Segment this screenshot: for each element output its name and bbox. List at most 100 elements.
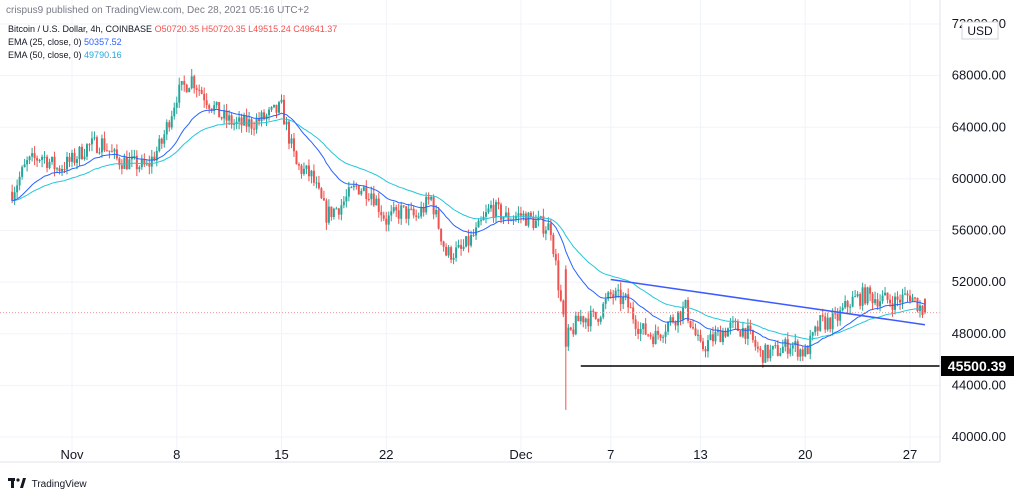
candle-body (305, 165, 308, 169)
candle-body (559, 290, 562, 301)
candle-body (809, 335, 812, 355)
candle-body (716, 329, 719, 333)
candle-body (564, 269, 567, 347)
candle-body (285, 121, 288, 125)
candle-body (465, 236, 468, 247)
candle-body (851, 296, 854, 307)
price-tick-label: 64000.00 (952, 119, 1006, 134)
footer-brand: TradingView (8, 478, 87, 490)
candle-body (275, 104, 278, 113)
candle-body (739, 330, 742, 337)
candle-body (118, 158, 121, 166)
candle-body (198, 89, 201, 91)
candle-body (46, 156, 49, 168)
candle-body (375, 198, 378, 206)
legend-ohlc: O50720.35 H50720.35 L49515.24 C49641.37 (154, 24, 338, 34)
candle-body (706, 340, 709, 352)
candle-body (819, 315, 822, 331)
candle-body (445, 246, 448, 256)
candle-body (290, 138, 293, 144)
candle-body (402, 205, 405, 207)
candle-body (692, 327, 695, 329)
candle-body (569, 327, 572, 330)
candle-body (295, 151, 298, 165)
candle-body (761, 350, 764, 363)
legend-ema50-label: EMA (50, close, 0) (8, 50, 82, 60)
candle-body (504, 212, 507, 218)
legend-symbol-row: Bitcoin / U.S. Dollar, 4h, COINBASE O507… (8, 24, 337, 34)
candle-body (856, 294, 859, 297)
candle-body (854, 296, 857, 298)
candle-body (315, 182, 318, 184)
candle-body (100, 138, 103, 153)
candle-body (672, 317, 675, 323)
price-tick-label: 56000.00 (952, 223, 1006, 238)
price-tick-label: 44000.00 (952, 377, 1006, 392)
candle-body (597, 318, 600, 322)
candle-body (43, 156, 46, 158)
candle-body (263, 112, 266, 120)
candle-body (714, 332, 717, 342)
candle-body (869, 287, 872, 294)
candle-body (405, 206, 408, 219)
candle-body (110, 151, 113, 153)
candle-body (639, 329, 642, 334)
candle-body (776, 345, 779, 356)
candle-body (657, 330, 660, 335)
candle-body (292, 138, 295, 152)
candle-body (155, 150, 158, 161)
candle-body (357, 185, 360, 195)
candle-body (634, 319, 637, 329)
candle-body (801, 349, 804, 357)
legend-ema25-label: EMA (25, close, 0) (8, 37, 82, 47)
candle-body (51, 156, 54, 162)
time-tick-label: 13 (693, 447, 707, 462)
candle-body (899, 299, 902, 303)
candle-body (350, 187, 353, 189)
candle-body (200, 89, 203, 94)
legend-symbol: Bitcoin / U.S. Dollar, 4h, COINBASE (8, 24, 153, 34)
candle-body (554, 254, 557, 261)
time-tick-label: 15 (274, 447, 288, 462)
candle-body (909, 295, 911, 302)
candle-body (240, 117, 243, 126)
candle-body (475, 227, 478, 236)
candle-body (889, 299, 892, 304)
candle-body (208, 105, 211, 109)
time-tick-label: 22 (379, 447, 393, 462)
candle-body (440, 228, 443, 242)
candle-body (415, 215, 418, 217)
candle-body (577, 315, 580, 322)
candle-body (923, 298, 926, 313)
candle-body (412, 208, 415, 216)
candle-body (362, 186, 365, 191)
candle-body (769, 349, 772, 359)
candle-body (891, 303, 894, 310)
candle-body (66, 156, 69, 170)
candle-body (816, 326, 819, 331)
candle-body (654, 330, 657, 345)
candle-body (36, 158, 39, 161)
candle-body (330, 206, 333, 218)
candle-body (238, 117, 241, 122)
candle-body (679, 311, 682, 320)
candle-body (771, 345, 774, 350)
candle-body (876, 299, 879, 307)
currency-label: USD (967, 24, 993, 38)
candle-body (68, 156, 71, 162)
candle-body (572, 329, 575, 335)
candle-body (203, 93, 206, 101)
candle-body (325, 200, 328, 223)
candle-body (472, 235, 475, 237)
candle-body (904, 293, 907, 295)
candle-body (879, 301, 882, 307)
candle-body (502, 217, 505, 220)
candle-body (684, 299, 687, 307)
candle-body (794, 341, 797, 346)
candle-body (185, 84, 188, 93)
candle-body (71, 152, 73, 162)
candle-body (532, 217, 535, 228)
candle-body (165, 122, 168, 135)
